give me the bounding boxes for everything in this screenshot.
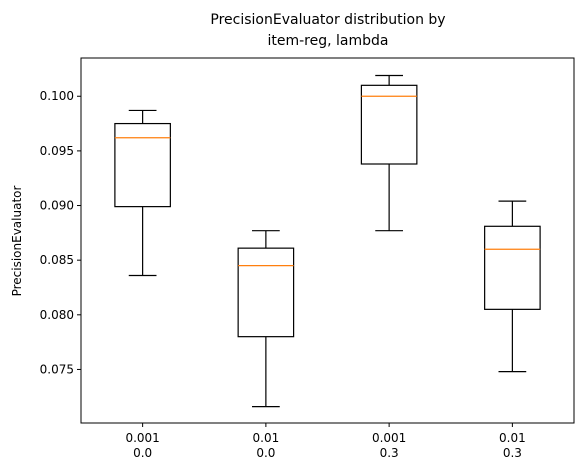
y-tick-label: 0.090 (40, 199, 74, 213)
y-tick-label: 0.085 (40, 253, 74, 267)
y-axis-label: PrecisionEvaluator (10, 186, 24, 297)
x-tick-label-line-1: 0.001 (125, 431, 159, 445)
chart-title-line-1: PrecisionEvaluator distribution by (210, 12, 445, 28)
iqr-box (484, 225, 541, 310)
x-tick-label-line-1: 0.01 (253, 431, 280, 445)
iqr-box (114, 122, 171, 208)
axes-frame (80, 57, 575, 424)
plot-area: 0.0750.0800.0850.0900.0950.1000.0010.00.… (40, 57, 575, 460)
x-tick-label-line-1: 0.01 (499, 431, 526, 445)
chart-title-line-2: item-reg, lambda (268, 33, 389, 49)
y-tick-label: 0.100 (40, 89, 74, 103)
y-tick-label: 0.080 (40, 308, 74, 322)
x-tick-label-line-2: 0.3 (380, 446, 399, 460)
iqr-box (360, 84, 418, 165)
x-tick-label-line-2: 0.3 (503, 446, 522, 460)
y-tick-label: 0.075 (40, 362, 74, 376)
x-tick-label-line-1: 0.001 (372, 431, 406, 445)
y-tick-label: 0.095 (40, 144, 74, 158)
x-tick-label-line-2: 0.0 (133, 446, 152, 460)
x-tick-label-line-2: 0.0 (256, 446, 275, 460)
iqr-box (237, 247, 295, 338)
